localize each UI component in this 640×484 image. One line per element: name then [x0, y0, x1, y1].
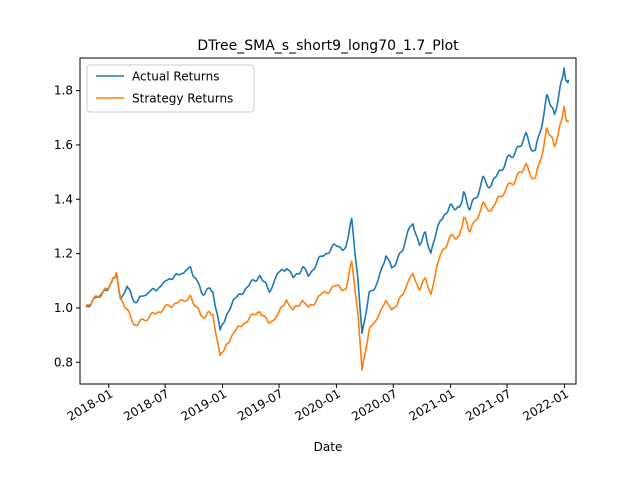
- series-line-strategy-returns: [85, 105, 570, 371]
- chart-title: DTree_SMA_s_short9_long70_1.7_Plot: [197, 38, 459, 54]
- y-tick-label: 1.6: [54, 138, 73, 152]
- y-tick-label: 1.0: [54, 301, 73, 315]
- legend: Actual Returns Strategy Returns: [86, 64, 255, 113]
- series-line-actual-returns: [85, 67, 570, 335]
- legend-label-actual: Actual Returns: [132, 70, 219, 84]
- plot-area: [85, 67, 570, 371]
- y-tick-label: 1.8: [54, 84, 73, 98]
- axes-frame: [79, 57, 577, 385]
- legend-box: [86, 64, 255, 113]
- y-tick-label: 1.4: [54, 192, 73, 206]
- y-tick-label: 1.2: [54, 247, 73, 261]
- y-axis: 0.8 1.0 1.2 1.4 1.6 1.8: [54, 84, 80, 369]
- y-tick-label: 0.8: [54, 355, 73, 369]
- x-axis-label: Date: [314, 440, 343, 454]
- legend-label-strategy: Strategy Returns: [132, 92, 233, 106]
